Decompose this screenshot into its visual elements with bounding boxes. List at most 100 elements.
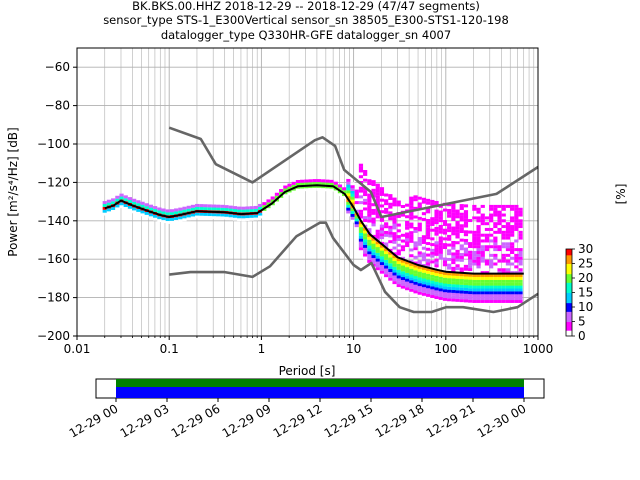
psd-cell	[337, 193, 343, 197]
psd-cell	[413, 227, 418, 231]
psd-cell	[358, 232, 364, 236]
psd-cell	[304, 182, 309, 186]
psd-cell	[367, 245, 372, 249]
psd-cell	[463, 233, 469, 237]
psd-cell	[430, 251, 435, 255]
psd-cell	[216, 213, 221, 217]
psd-cell	[518, 274, 523, 278]
psd-cell	[426, 227, 431, 231]
psd-cell	[497, 219, 502, 223]
psd-cell	[270, 196, 275, 200]
psd-cell	[493, 262, 498, 266]
y-tick-label: −180	[37, 291, 70, 305]
psd-cell	[253, 214, 259, 218]
psd-cell	[115, 204, 120, 208]
psd-cell	[396, 237, 401, 241]
psd-cell	[468, 276, 473, 280]
psd-cell	[501, 276, 506, 280]
psd-cell	[375, 235, 380, 239]
x-tick-label: 100	[434, 342, 457, 356]
psd-cell	[388, 217, 393, 221]
psd-cell	[447, 286, 452, 290]
psd-cell	[379, 198, 385, 202]
psd-cell	[379, 259, 385, 263]
psd-cell	[400, 282, 406, 286]
psd-cell	[358, 221, 364, 225]
psd-cell	[417, 242, 422, 246]
psd-cell	[455, 264, 460, 268]
psd-cell	[400, 274, 406, 278]
x-axis-label: Period [s]	[279, 364, 336, 378]
psd-cell	[430, 220, 435, 224]
psd-cell	[417, 285, 422, 289]
psd-cell	[489, 285, 494, 289]
psd-cell	[346, 175, 351, 179]
psd-cell	[232, 217, 238, 221]
psd-cell	[174, 219, 179, 223]
psd-cell	[384, 193, 389, 197]
psd-cell	[379, 227, 385, 231]
psd-cell	[148, 204, 154, 208]
psd-cell	[274, 195, 280, 199]
colorbar-cell	[566, 324, 572, 327]
psd-cell	[518, 259, 523, 263]
psd-cell	[510, 204, 515, 208]
psd-cell	[316, 179, 322, 183]
psd-cell	[484, 236, 490, 240]
psd-cell	[371, 223, 376, 227]
psd-cell	[438, 250, 443, 254]
psd-cell	[501, 230, 506, 234]
psd-cell	[283, 185, 288, 189]
colorbar-cell	[566, 291, 572, 293]
psd-cell	[371, 183, 376, 187]
psd-cell	[346, 181, 351, 185]
psd-cell	[392, 203, 397, 207]
psd-cell	[367, 242, 372, 246]
psd-cell	[434, 221, 439, 225]
plot-frame	[76, 47, 539, 337]
psd-cell	[497, 259, 502, 263]
psd-cell	[463, 276, 469, 280]
psd-cell	[392, 260, 397, 264]
psd-cell	[455, 212, 460, 216]
psd-cell	[484, 276, 490, 280]
psd-cell	[392, 246, 397, 250]
psd-cell	[375, 192, 380, 196]
psd-cell	[430, 280, 435, 284]
psd-cell	[459, 215, 464, 219]
psd-cell	[421, 217, 427, 221]
psd-cell	[232, 206, 238, 210]
psd-cell	[459, 302, 464, 306]
psd-cell	[417, 280, 422, 284]
psd-cell	[400, 233, 406, 237]
psd-cell	[178, 210, 183, 214]
psd-cell	[438, 299, 443, 303]
psd-cell	[421, 284, 427, 288]
psd-cell	[379, 250, 385, 254]
psd-cell	[430, 248, 435, 252]
psd-cell	[514, 297, 519, 301]
psd-cell	[363, 236, 368, 240]
psd-cell	[480, 297, 485, 301]
psd-cell	[396, 284, 401, 288]
psd-cell	[367, 216, 372, 220]
colorbar-cell	[566, 334, 572, 337]
psd-cell	[480, 245, 485, 249]
psd-cell	[127, 199, 133, 203]
psd-cell	[505, 222, 511, 226]
psd-cell	[417, 277, 422, 281]
psd-cell	[182, 218, 187, 222]
psd-cell	[379, 264, 385, 268]
psd-cell	[363, 193, 368, 197]
psd-cell	[455, 301, 460, 305]
psd-cell	[115, 198, 120, 202]
psd-cell	[459, 284, 464, 288]
psd-cell	[409, 277, 414, 281]
psd-cell	[480, 219, 485, 223]
psd-cell	[400, 288, 406, 292]
psd-cell	[451, 281, 456, 285]
psd-cell	[447, 301, 452, 305]
psd-cell	[510, 227, 515, 231]
psd-cell	[426, 207, 431, 211]
psd-cell	[384, 262, 389, 266]
